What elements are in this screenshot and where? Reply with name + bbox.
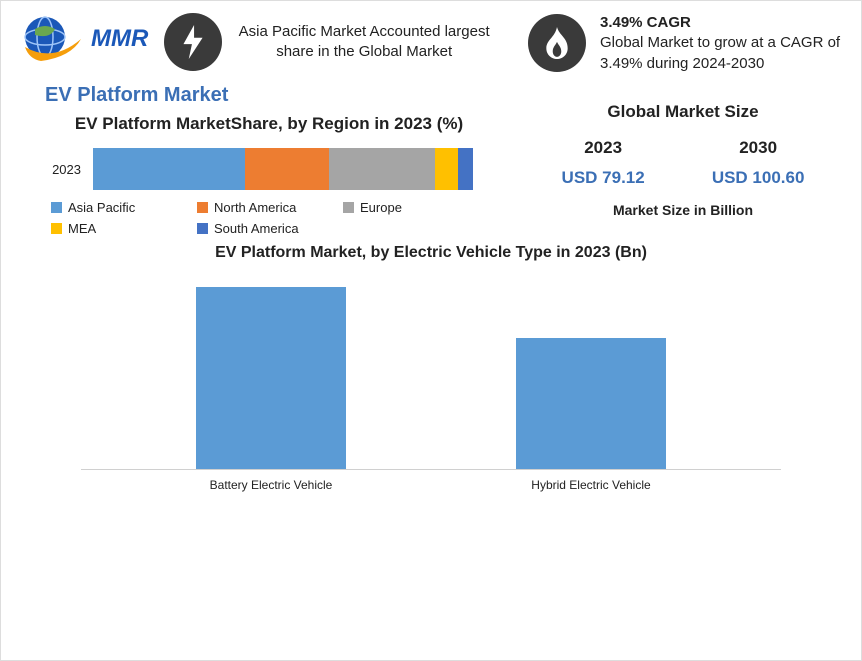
callout-asia-text: Asia Pacific Market Accounted largest sh… bbox=[236, 22, 492, 63]
legend-swatch bbox=[343, 202, 354, 213]
callout-asia-pacific: Asia Pacific Market Accounted largest sh… bbox=[164, 13, 492, 71]
legend-label: MEA bbox=[68, 221, 96, 236]
gms-2030: 2030 USD 100.60 bbox=[712, 138, 805, 188]
vbar bbox=[516, 338, 666, 469]
gms-2023-value: USD 79.12 bbox=[562, 168, 645, 188]
legend-item: South America bbox=[197, 221, 315, 236]
chart2-container: EV Platform Market, by Electric Vehicle … bbox=[1, 236, 861, 512]
callout-cagr: 3.49% CAGR Global Market to grow at a CA… bbox=[528, 13, 841, 74]
legend-label: Europe bbox=[360, 200, 402, 215]
legend-label: North America bbox=[214, 200, 296, 215]
logo-text: MMR bbox=[91, 25, 148, 53]
stacked-seg-asia-pacific bbox=[93, 148, 245, 190]
bar-label: Battery Electric Vehicle bbox=[196, 478, 346, 492]
legend-swatch bbox=[51, 223, 62, 234]
legend-swatch bbox=[197, 223, 208, 234]
gms-subtitle: Market Size in Billion bbox=[533, 202, 833, 218]
legend-label: Asia Pacific bbox=[68, 200, 135, 215]
stacked-seg-north-america bbox=[245, 148, 329, 190]
mmr-logo: MMR bbox=[21, 13, 148, 65]
chart1-ylabel: 2023 bbox=[45, 162, 81, 177]
gms-title: Global Market Size bbox=[533, 102, 833, 122]
legend-swatch bbox=[51, 202, 62, 213]
legend-item: MEA bbox=[51, 221, 169, 236]
bolt-icon bbox=[164, 13, 222, 71]
legend-item: North America bbox=[197, 200, 315, 215]
section-title: EV Platform Market bbox=[45, 84, 493, 107]
stacked-seg-south-america bbox=[458, 148, 473, 190]
gms-2023-year: 2023 bbox=[562, 138, 645, 158]
stacked-seg-mea bbox=[435, 148, 458, 190]
legend-swatch bbox=[197, 202, 208, 213]
legend-label: South America bbox=[214, 221, 299, 236]
bar-label: Hybrid Electric Vehicle bbox=[516, 478, 666, 492]
legend-item: Europe bbox=[343, 200, 461, 215]
chart2-title: EV Platform Market, by Electric Vehicle … bbox=[81, 244, 781, 262]
vbar bbox=[196, 287, 346, 469]
gms-2030-year: 2030 bbox=[712, 138, 805, 158]
chart2-plot bbox=[81, 270, 781, 470]
cagr-headline: 3.49% CAGR bbox=[600, 13, 841, 33]
chart1-legend: Asia Pacific North America Europe MEA South … bbox=[51, 200, 493, 236]
legend-item: Asia Pacific bbox=[51, 200, 169, 215]
chart1-title: EV Platform MarketShare, by Region in 20… bbox=[45, 113, 493, 134]
gms-2030-value: USD 100.60 bbox=[712, 168, 805, 188]
chart2-xlabels: Battery Electric Vehicle Hybrid Electric … bbox=[81, 470, 781, 492]
globe-icon bbox=[21, 13, 85, 65]
cagr-text: Global Market to grow at a CAGR of 3.49%… bbox=[600, 33, 841, 74]
stacked-seg-europe bbox=[329, 148, 435, 190]
stacked-bar-chart: 2023 bbox=[45, 148, 493, 190]
gms-2023: 2023 USD 79.12 bbox=[562, 138, 645, 188]
flame-icon bbox=[528, 14, 586, 72]
